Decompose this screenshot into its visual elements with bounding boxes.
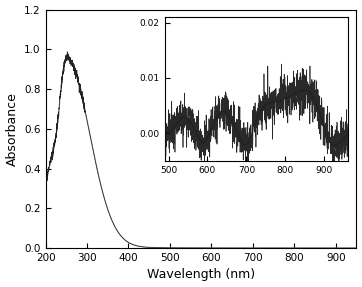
X-axis label: Wavelength (nm): Wavelength (nm)	[147, 268, 255, 282]
Y-axis label: Absorbance: Absorbance	[5, 92, 18, 166]
